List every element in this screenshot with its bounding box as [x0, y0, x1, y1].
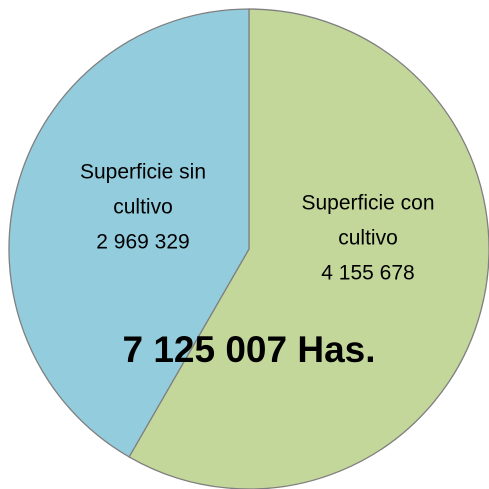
category-label: Superficie con cultivo — [301, 191, 435, 250]
slice-label: Superficie con cultivo 4 155 678 — [298, 186, 438, 291]
value-label: 2 969 329 — [96, 230, 190, 254]
pie-slice — [8, 8, 250, 458]
slice-label: Superficie sin cultivo 2 969 329 — [68, 155, 218, 260]
value-label: 4 155 678 — [321, 261, 415, 285]
total-label: 7 125 007 Has. — [122, 329, 376, 370]
category-label: Superficie sin cultivo — [79, 160, 207, 219]
